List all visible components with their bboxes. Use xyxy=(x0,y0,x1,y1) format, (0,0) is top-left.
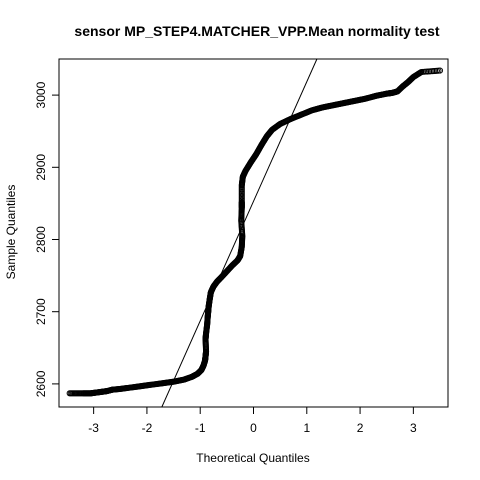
x-tick-label: -3 xyxy=(88,421,99,435)
chart-title: sensor MP_STEP4.MATCHER_VPP.Mean normali… xyxy=(74,23,439,39)
data-points xyxy=(67,68,443,396)
x-tick-label: 1 xyxy=(303,421,310,435)
x-tick-label: -1 xyxy=(195,421,206,435)
plot-frame xyxy=(59,59,448,407)
x-tick-label: 0 xyxy=(250,421,257,435)
x-tick-label: -2 xyxy=(142,421,153,435)
y-tick-label: 2700 xyxy=(34,298,48,325)
y-tick-label: 2600 xyxy=(34,370,48,397)
plot-area xyxy=(67,59,443,407)
x-tick-label: 3 xyxy=(410,421,417,435)
y-tick-label: 2900 xyxy=(34,154,48,181)
y-tick-label: 2800 xyxy=(34,226,48,253)
x-axis-label: Theoretical Quantiles xyxy=(196,451,309,465)
y-tick-label: 3000 xyxy=(34,81,48,108)
axis-ticks: -3 -2 -1 0 1 2 3 2600 2700 2800 2900 3000 xyxy=(34,81,417,435)
x-tick-label: 2 xyxy=(357,421,364,435)
y-axis-label: Sample Quantiles xyxy=(4,185,18,280)
